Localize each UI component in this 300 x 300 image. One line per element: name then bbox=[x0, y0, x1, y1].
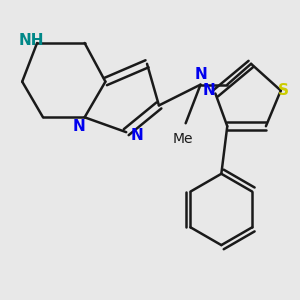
Text: N: N bbox=[72, 119, 85, 134]
Text: S: S bbox=[278, 83, 289, 98]
Text: N: N bbox=[203, 83, 216, 98]
Text: NH: NH bbox=[18, 32, 44, 47]
Text: N: N bbox=[130, 128, 143, 142]
Text: Me: Me bbox=[172, 132, 193, 146]
Text: N: N bbox=[194, 67, 207, 82]
